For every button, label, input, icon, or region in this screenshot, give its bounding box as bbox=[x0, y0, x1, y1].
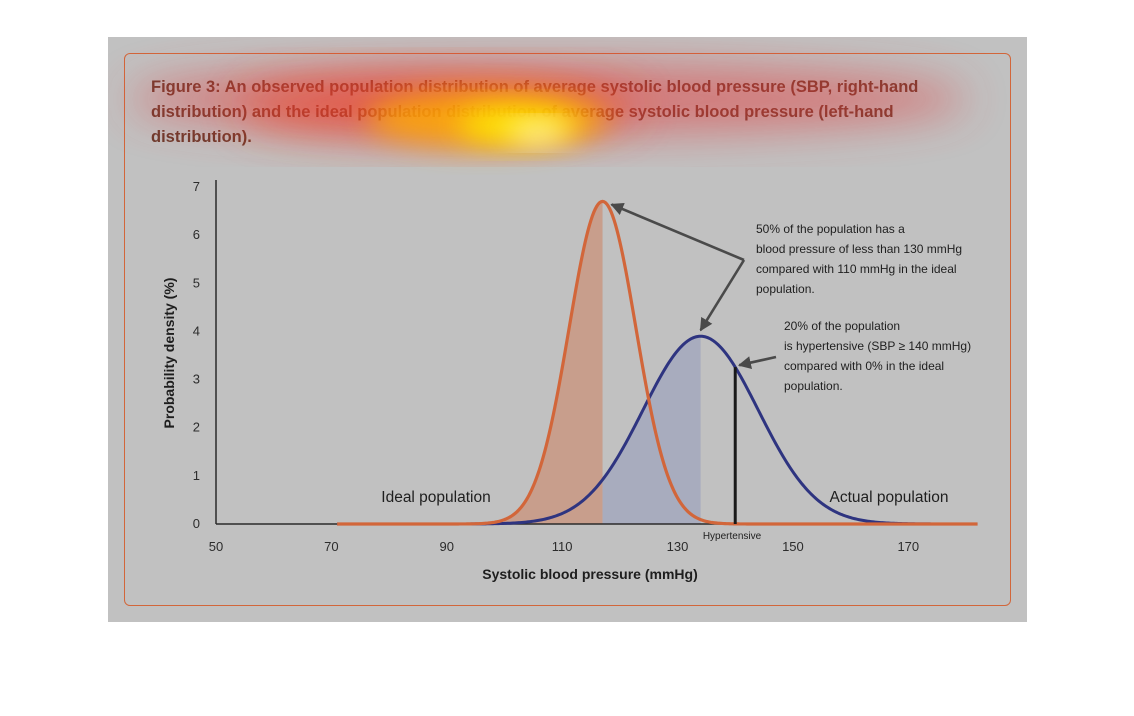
x-tick-label: 50 bbox=[209, 539, 223, 554]
actual-shaded-area bbox=[602, 336, 701, 524]
y-tick-labels: 0 1 2 3 4 5 6 7 bbox=[193, 179, 200, 531]
annotation-median: 50% of the population has a blood pressu… bbox=[756, 222, 962, 296]
annotation-median-line-2: blood pressure of less than 130 mmHg bbox=[756, 242, 962, 256]
figure-panel: Figure 3: An observed population distrib… bbox=[108, 37, 1027, 622]
y-tick-label: 6 bbox=[193, 227, 200, 242]
hypertensive-label: Hypertensive bbox=[703, 531, 762, 542]
x-tick-label: 170 bbox=[897, 539, 919, 554]
shaded-areas bbox=[504, 201, 701, 524]
series-label-actual: Actual population bbox=[830, 489, 949, 506]
x-tick-label: 150 bbox=[782, 539, 804, 554]
y-tick-label: 0 bbox=[193, 516, 200, 531]
x-tick-label: 110 bbox=[552, 539, 573, 554]
annotation-hyper-line-4: population. bbox=[784, 379, 843, 393]
series-label-ideal: Ideal population bbox=[381, 489, 490, 506]
annotation-hypertensive: 20% of the population is hypertensive (S… bbox=[784, 319, 971, 393]
x-tick-label: 90 bbox=[440, 539, 454, 554]
figure-frame bbox=[124, 53, 1011, 606]
y-tick-label: 1 bbox=[193, 468, 200, 483]
density-chart: 0 1 2 3 4 5 6 7 50 70 90 110 130 150 170 Systolic blo… bbox=[161, 179, 978, 582]
ideal-shaded-area bbox=[504, 201, 603, 524]
annotation-hyper-line-1: 20% of the population bbox=[784, 319, 900, 333]
annotation-median-line-1: 50% of the population has a bbox=[756, 222, 905, 236]
arrow-to-actual-peak bbox=[699, 259, 746, 332]
y-tick-label: 7 bbox=[193, 179, 200, 194]
x-tick-labels: 50 70 90 110 130 150 170 bbox=[209, 539, 919, 554]
annotation-median-line-4: population. bbox=[756, 282, 815, 296]
x-axis-label: Systolic blood pressure (mmHg) bbox=[482, 566, 697, 582]
annotation-hyper-line-2: is hypertensive (SBP ≥ 140 mmHg) bbox=[784, 339, 971, 353]
arrow-to-ideal-peak bbox=[610, 202, 745, 262]
annotation-median-line-3: compared with 110 mmHg in the ideal bbox=[756, 262, 957, 276]
y-tick-label: 3 bbox=[193, 372, 200, 387]
x-tick-label: 130 bbox=[667, 539, 689, 554]
y-tick-label: 4 bbox=[193, 323, 200, 338]
density-curves bbox=[337, 199, 978, 526]
annotation-arrows bbox=[610, 202, 777, 369]
arrow-to-hypertensive-point bbox=[737, 355, 777, 369]
annotation-hyper-line-3: compared with 0% in the ideal bbox=[784, 359, 944, 373]
y-axis-label: Probability density (%) bbox=[161, 278, 177, 429]
ideal-population-curve bbox=[337, 199, 978, 526]
x-tick-label: 70 bbox=[324, 539, 338, 554]
y-tick-label: 2 bbox=[193, 420, 200, 435]
y-tick-label: 5 bbox=[193, 275, 200, 290]
